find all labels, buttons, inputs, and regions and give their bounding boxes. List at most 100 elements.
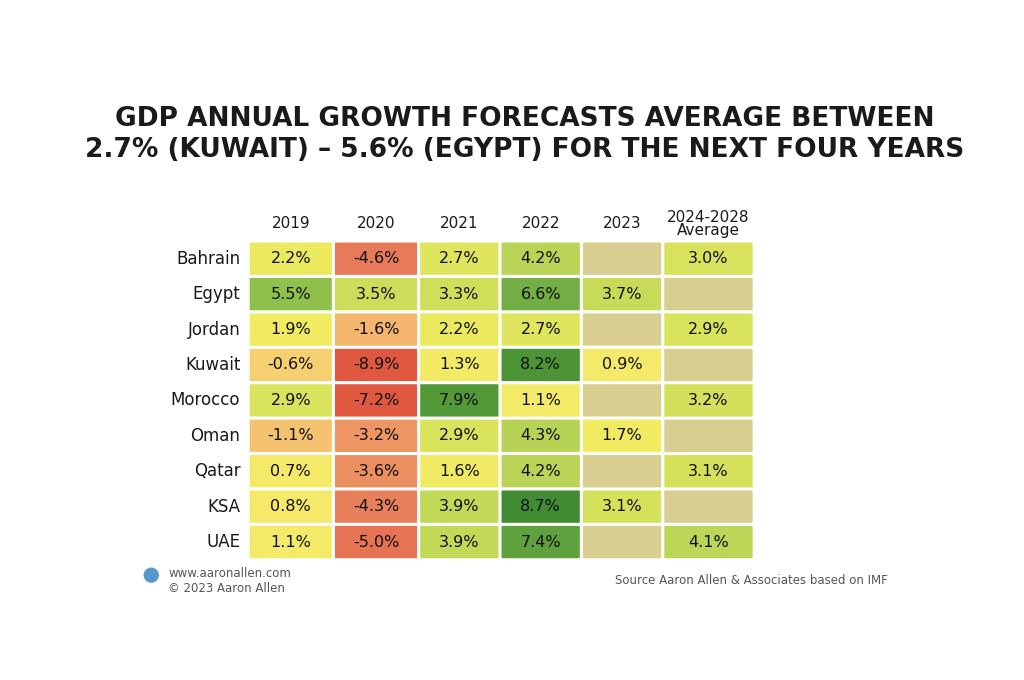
FancyBboxPatch shape [420,313,499,345]
FancyBboxPatch shape [335,490,417,523]
Text: 2.2%: 2.2% [270,251,311,266]
Text: -4.3%: -4.3% [353,499,399,514]
FancyBboxPatch shape [250,243,332,275]
Text: 1.1%: 1.1% [270,534,311,549]
Text: GDP ANNUAL GROWTH FORECASTS AVERAGE BETWEEN: GDP ANNUAL GROWTH FORECASTS AVERAGE BETW… [115,106,935,132]
Text: 8.2%: 8.2% [520,358,561,373]
FancyBboxPatch shape [335,526,417,558]
FancyBboxPatch shape [665,455,753,488]
Text: Source Aaron Allen & Associates based on IMF: Source Aaron Allen & Associates based on… [614,574,888,587]
FancyBboxPatch shape [420,455,499,488]
FancyBboxPatch shape [583,349,662,381]
FancyBboxPatch shape [502,349,580,381]
Text: 4.1%: 4.1% [688,534,729,549]
Text: 3.1%: 3.1% [688,464,729,479]
FancyBboxPatch shape [502,384,580,417]
FancyBboxPatch shape [335,243,417,275]
FancyBboxPatch shape [420,278,499,310]
Text: 3.0%: 3.0% [688,251,729,266]
Text: 0.8%: 0.8% [270,499,311,514]
Text: -4.6%: -4.6% [353,251,399,266]
FancyBboxPatch shape [583,384,662,417]
Text: 2022: 2022 [521,216,560,231]
Text: 5.5%: 5.5% [270,287,311,302]
Text: 2.7% (KUWAIT) – 5.6% (EGYPT) FOR THE NEXT FOUR YEARS: 2.7% (KUWAIT) – 5.6% (EGYPT) FOR THE NEX… [85,137,965,163]
FancyBboxPatch shape [420,526,499,558]
FancyBboxPatch shape [502,313,580,345]
Text: -3.6%: -3.6% [353,464,399,479]
FancyBboxPatch shape [250,526,332,558]
Text: 4.2%: 4.2% [520,251,561,266]
Text: www.aaronallen.com
© 2023 Aaron Allen: www.aaronallen.com © 2023 Aaron Allen [168,566,291,594]
Text: 7.9%: 7.9% [439,393,479,408]
FancyBboxPatch shape [420,384,499,417]
FancyBboxPatch shape [665,243,753,275]
Text: -1.6%: -1.6% [352,322,399,337]
FancyBboxPatch shape [250,349,332,381]
FancyBboxPatch shape [335,349,417,381]
Text: -0.6%: -0.6% [267,358,314,373]
FancyBboxPatch shape [502,526,580,558]
FancyBboxPatch shape [583,526,662,558]
FancyBboxPatch shape [583,313,662,345]
Text: -3.2%: -3.2% [353,428,399,443]
Text: 1.3%: 1.3% [439,358,479,373]
Text: 2.2%: 2.2% [439,322,479,337]
Text: 1.9%: 1.9% [270,322,311,337]
Text: 2021: 2021 [440,216,478,231]
Text: 4.2%: 4.2% [520,464,561,479]
FancyBboxPatch shape [250,313,332,345]
Text: 7.4%: 7.4% [520,534,561,549]
Text: Average: Average [677,222,740,237]
FancyBboxPatch shape [335,313,417,345]
FancyBboxPatch shape [665,420,753,452]
Circle shape [144,568,159,582]
Text: KSA: KSA [208,498,241,515]
Text: Bahrain: Bahrain [176,250,241,268]
FancyBboxPatch shape [335,384,417,417]
Text: 2020: 2020 [356,216,395,231]
Text: 3.5%: 3.5% [355,287,396,302]
Text: 3.1%: 3.1% [602,499,642,514]
FancyBboxPatch shape [250,384,332,417]
Text: 3.7%: 3.7% [602,287,642,302]
Text: Morocco: Morocco [171,392,241,409]
Text: 0.7%: 0.7% [270,464,311,479]
FancyBboxPatch shape [665,384,753,417]
FancyBboxPatch shape [665,278,753,310]
FancyBboxPatch shape [583,455,662,488]
FancyBboxPatch shape [250,278,332,310]
FancyBboxPatch shape [420,420,499,452]
FancyBboxPatch shape [665,526,753,558]
Text: Kuwait: Kuwait [185,356,241,374]
Text: UAE: UAE [207,533,241,551]
Text: -1.1%: -1.1% [267,428,314,443]
Text: -7.2%: -7.2% [353,393,399,408]
FancyBboxPatch shape [583,420,662,452]
FancyBboxPatch shape [250,455,332,488]
Text: 3.9%: 3.9% [439,534,479,549]
Text: 2023: 2023 [603,216,641,231]
FancyBboxPatch shape [335,455,417,488]
FancyBboxPatch shape [665,349,753,381]
Text: 2.9%: 2.9% [270,393,311,408]
FancyBboxPatch shape [335,278,417,310]
Text: 0.9%: 0.9% [602,358,642,373]
Text: 2024-2028: 2024-2028 [668,210,750,225]
Text: 4.3%: 4.3% [520,428,561,443]
Text: 2.7%: 2.7% [520,322,561,337]
FancyBboxPatch shape [583,243,662,275]
Text: 3.3%: 3.3% [439,287,479,302]
FancyBboxPatch shape [665,490,753,523]
Text: 3.9%: 3.9% [439,499,479,514]
FancyBboxPatch shape [335,420,417,452]
Text: Qatar: Qatar [194,462,241,480]
FancyBboxPatch shape [665,313,753,345]
FancyBboxPatch shape [502,278,580,310]
FancyBboxPatch shape [420,349,499,381]
Text: Oman: Oman [190,427,241,445]
FancyBboxPatch shape [583,278,662,310]
Text: Egypt: Egypt [193,285,241,303]
FancyBboxPatch shape [502,243,580,275]
Text: 6.6%: 6.6% [520,287,561,302]
